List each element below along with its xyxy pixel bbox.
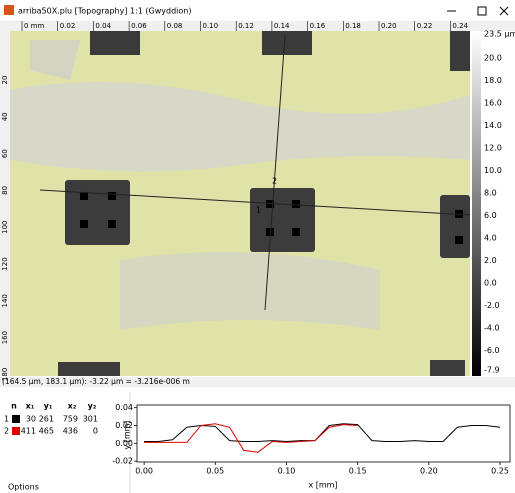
ruler-label: 80 — [1, 186, 9, 195]
table-header: y₂ — [88, 402, 97, 411]
y-tick-label: 0.00 — [115, 439, 133, 448]
table-cell: 2 — [4, 427, 9, 436]
y-tick-label: -0.02 — [112, 457, 133, 466]
table-header: x₁ — [26, 402, 35, 411]
table-cell: 0 — [93, 427, 98, 436]
colorbar-label: 8.0 — [484, 189, 497, 198]
options-expander[interactable]: Options — [8, 483, 39, 492]
colorbar-label: 10.0 — [484, 166, 502, 175]
colorbar — [472, 31, 481, 376]
colorbar-label: -6.0 — [484, 346, 500, 355]
ruler-label: 0.02 — [60, 22, 76, 30]
ruler-label: 0.04 — [95, 22, 111, 30]
ruler-label: 0.06 — [131, 22, 147, 30]
gwyddion-window: arriba50X.plu [Topography] 1:1 (Gwyddion… — [0, 0, 515, 493]
y-tick-label: 0.04 — [115, 403, 133, 412]
ruler-label: 180 — [1, 368, 9, 381]
x-tick-label: 0.15 — [349, 467, 367, 476]
x-tick-label: 0.05 — [206, 467, 224, 476]
ruler-label: 0.12 — [238, 22, 254, 30]
colorbar-label: -4.0 — [484, 324, 500, 333]
marker-label: 2 — [272, 177, 277, 186]
ruler-label: 0.10 — [203, 22, 219, 30]
colorbar-label: 12.0 — [484, 144, 502, 153]
colorbar-label: 0.0 — [484, 279, 497, 288]
image-area — [10, 31, 470, 376]
ruler-label: 100 — [1, 221, 9, 234]
table-cell: 411 — [21, 427, 36, 436]
top-ruler — [0, 21, 515, 31]
ruler-label: 60 — [1, 149, 9, 158]
color-swatch — [12, 427, 20, 435]
ruler-label: 0.18 — [345, 22, 361, 30]
colorbar-min: -7.9 — [484, 366, 500, 375]
table-cell: 465 — [39, 427, 54, 436]
ruler-label: 160 — [1, 331, 9, 344]
table-cell: 759 — [63, 415, 78, 424]
table-header: y₁ — [44, 402, 53, 411]
app-icon — [4, 5, 14, 15]
colorbar-label: 4.0 — [484, 234, 497, 243]
ruler-label: 0 mm — [24, 22, 44, 30]
colorbar-max: 23.5 µm — [484, 30, 515, 39]
x-tick-label: 0.00 — [135, 467, 153, 476]
table-cell: 1 — [4, 415, 9, 424]
x-tick-label: 0.25 — [491, 467, 509, 476]
ruler-label: 0.24 — [452, 22, 468, 30]
ruler-label: 40 — [1, 112, 9, 121]
colorbar-label: 2.0 — [484, 256, 497, 265]
ruler-label: 0.08 — [167, 22, 183, 30]
x-tick-label: 0.10 — [278, 467, 296, 476]
x-tick-label: 0.20 — [420, 467, 438, 476]
status-text: (164.5 µm, 183.1 µm): -3.22 µm = -3.216e… — [2, 377, 190, 386]
ruler-label: 0.22 — [417, 22, 433, 30]
colorbar-label: 14.0 — [484, 121, 502, 130]
x-axis-label: x [mm] — [308, 481, 337, 490]
table-header: n — [11, 402, 17, 411]
colorbar-label: 6.0 — [484, 211, 497, 220]
colorbar-label: 20.0 — [484, 54, 502, 63]
ruler-label: 0.20 — [381, 22, 397, 30]
marker-label: 1 — [256, 206, 261, 215]
ruler-label: 120 — [1, 257, 9, 270]
ruler-label: 140 — [1, 294, 9, 307]
table-cell: 436 — [63, 427, 78, 436]
table-cell: 301 — [83, 415, 98, 424]
colorbar-label: -2.0 — [484, 301, 500, 310]
ruler-label: 20 — [1, 76, 9, 85]
table-cell: 30 — [26, 415, 36, 424]
color-swatch — [12, 415, 20, 423]
y-tick-label: 0.02 — [115, 421, 133, 430]
ruler-label: 0.16 — [310, 22, 326, 30]
tool-panel — [0, 388, 515, 493]
table-cell: 261 — [39, 415, 54, 424]
window-title: arriba50X.plu [Topography] 1:1 (Gwyddion… — [18, 7, 191, 16]
colorbar-label: 18.0 — [484, 76, 502, 85]
colorbar-label: 16.0 — [484, 99, 502, 108]
table-header: x₂ — [68, 402, 77, 411]
ruler-label: 0.14 — [274, 22, 290, 30]
